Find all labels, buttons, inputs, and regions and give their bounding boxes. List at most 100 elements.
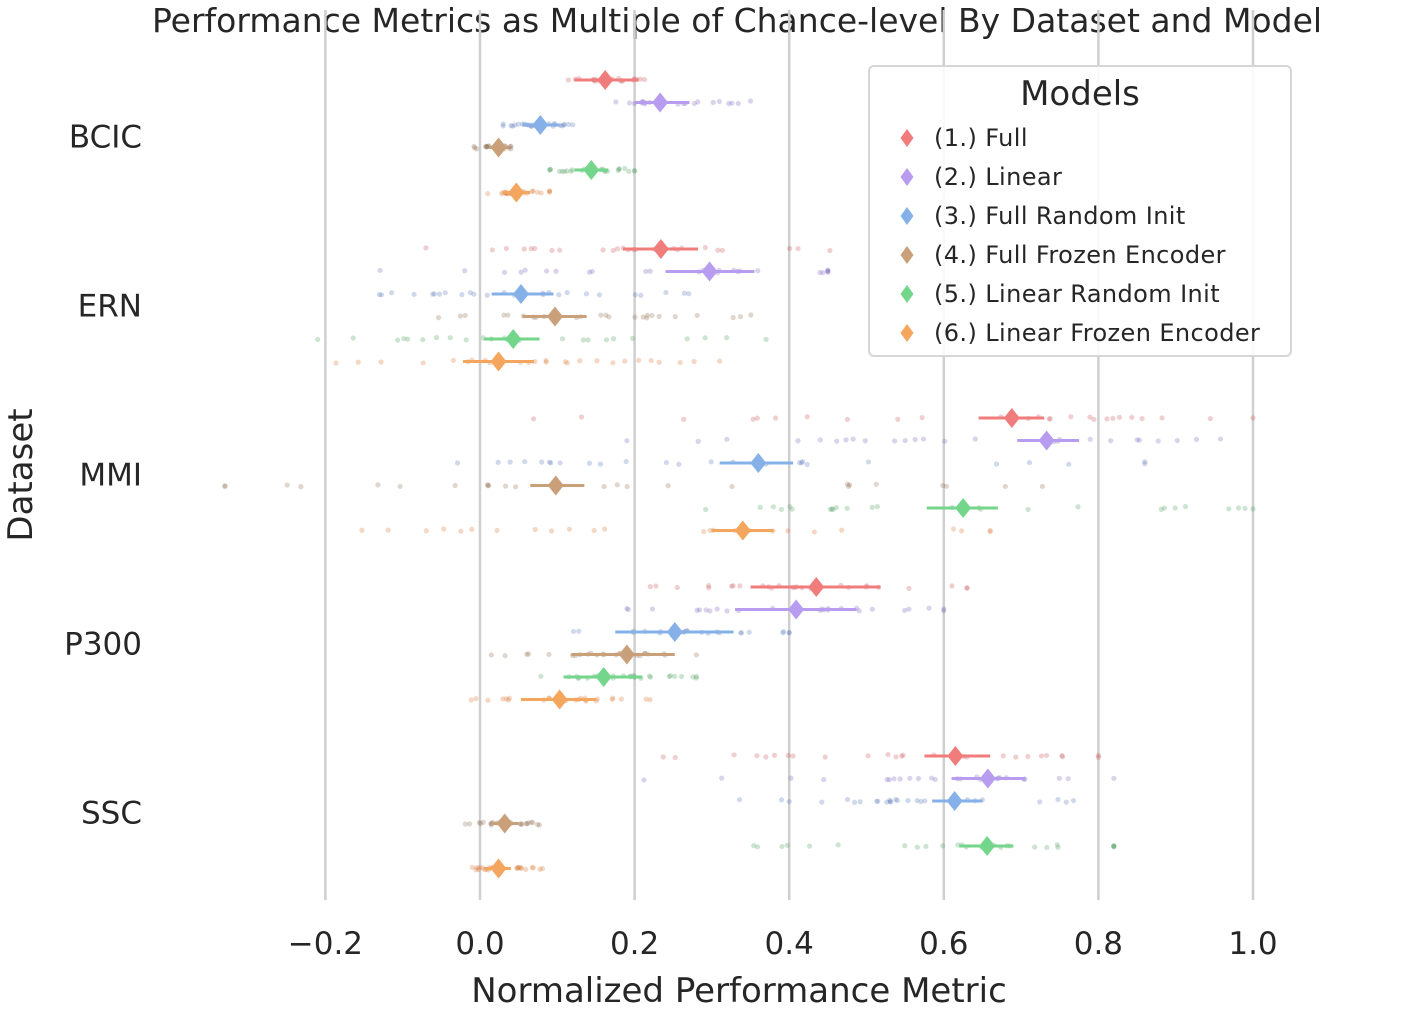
data-point [918,798,924,805]
data-point [485,483,491,489]
data-point [647,584,653,590]
data-point [701,528,707,535]
data-point [958,528,965,534]
data-point [844,505,850,511]
data-point [865,459,872,465]
mean-marker [547,475,564,496]
data-point [919,415,925,421]
data-point [844,796,851,803]
data-point [746,629,752,635]
legend-title: Models [1020,74,1140,114]
legend-marker [900,324,914,342]
data-point [843,437,849,443]
mean-marker [551,689,568,710]
mean-marker [652,92,669,113]
data-point [1056,775,1062,781]
data-point [780,630,786,636]
data-point [949,583,955,589]
data-point [754,844,761,850]
data-point [528,819,534,825]
data-point [926,605,932,611]
data-point [557,460,563,466]
data-point [500,121,506,127]
data-point [578,414,585,420]
data-point [1043,752,1050,759]
data-point [869,504,875,510]
data-point [378,292,385,298]
data-point [1226,506,1232,512]
data-point [556,292,562,298]
data-point [950,526,957,532]
data-point [469,526,475,532]
data-point [857,799,863,805]
data-point [395,337,401,343]
data-point [833,504,839,511]
data-point [486,482,492,489]
data-point [702,335,708,341]
data-point [1134,437,1140,443]
data-point [648,357,654,364]
data-point [835,842,841,848]
data-point [641,777,647,783]
data-point [616,166,622,172]
data-point [763,336,769,343]
data-point [442,290,448,296]
data-point [1037,799,1043,805]
data-point [473,867,479,873]
data-point [747,98,754,104]
data-point [1111,844,1117,850]
data-point [825,269,831,275]
mean-marker [618,644,635,665]
data-point [591,527,597,534]
data-point [589,268,595,275]
data-point [600,247,606,253]
data-point [686,291,692,297]
data-point [508,143,514,149]
x-tick-label: 0.2 [610,926,659,962]
data-point [385,527,391,533]
data-point [529,864,535,871]
x-tick-label: 0.6 [919,926,968,962]
mean-marker [490,351,507,372]
data-point [435,315,442,321]
legend-label: (2.) Linear [934,163,1062,191]
data-point [601,483,607,490]
data-point [597,461,604,467]
data-point [649,312,655,319]
data-point [884,799,890,805]
data-point [489,247,495,253]
data-point [1087,436,1093,442]
data-point [546,459,553,465]
data-point [1047,416,1053,422]
mean-marker [788,599,805,620]
y-tick-label: BCIC [69,119,142,155]
data-point [512,122,518,128]
data-point [562,359,568,365]
data-point [539,459,545,465]
data-point [780,628,787,635]
data-point [672,673,678,679]
data-point [940,482,946,489]
data-point [695,99,701,105]
data-point [501,269,508,275]
data-point [674,584,680,591]
data-point [632,168,638,174]
data-point [637,76,643,82]
data-point [656,359,662,365]
data-point [452,482,458,489]
data-point [899,753,905,759]
data-point [955,842,961,848]
data-point [501,312,507,318]
x-tick-label: 0.0 [455,926,504,962]
data-point [643,696,649,702]
data-point [222,483,228,490]
data-point [577,358,583,364]
data-point [529,188,535,194]
mean-marker [666,622,683,642]
data-point [771,752,778,758]
data-point [467,289,473,296]
mark-layer [462,70,1080,879]
data-point [690,674,696,680]
data-point [516,864,522,870]
data-point [678,673,685,680]
